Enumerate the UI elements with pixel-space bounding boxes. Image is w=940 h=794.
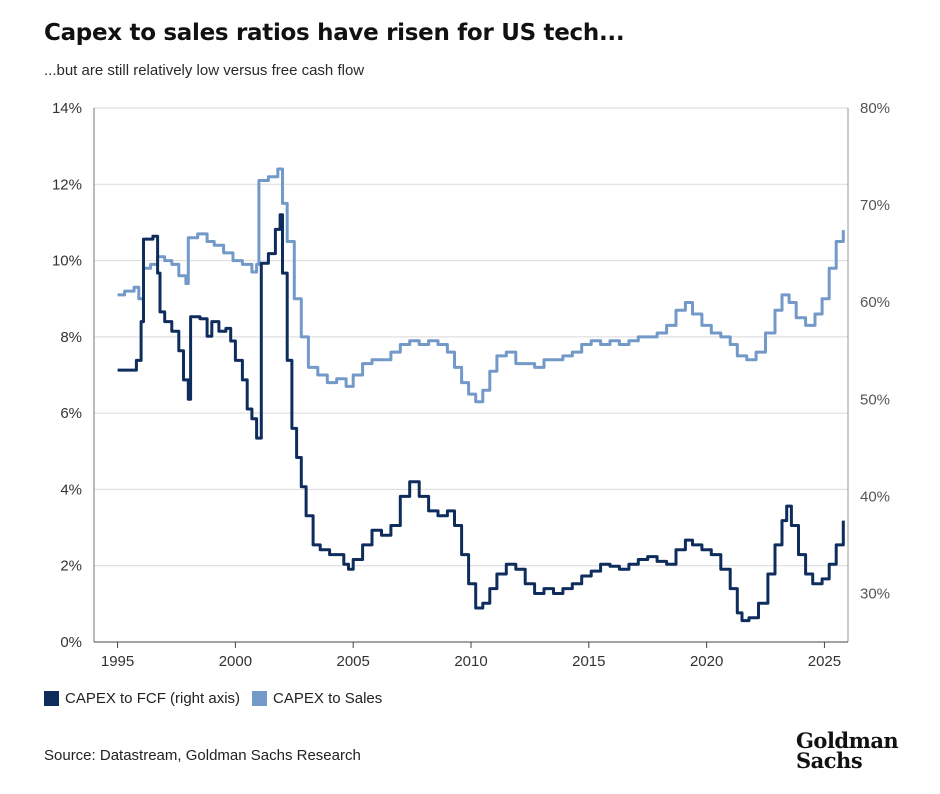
x-tick-label: 2005 <box>337 653 370 670</box>
series-lines <box>117 167 845 623</box>
y-left-tick-label: 6% <box>60 405 82 422</box>
x-tick-label: 2000 <box>219 653 252 670</box>
y-right-tick-label: 80% <box>860 100 890 117</box>
chart-subtitle: ...but are still relatively low versus f… <box>44 62 365 79</box>
source-note: Source: Datastream, Goldman Sachs Resear… <box>44 747 361 764</box>
axes <box>93 108 849 648</box>
x-tick-label: 2025 <box>808 653 841 670</box>
y-left-tick-label: 8% <box>60 329 82 346</box>
y-right-tick-label: 40% <box>860 488 890 505</box>
legend: CAPEX to FCF (right axis) CAPEX to Sales <box>44 690 394 707</box>
series-line-capex-fcf <box>117 213 845 623</box>
legend-label-capex-sales: CAPEX to Sales <box>273 690 383 707</box>
y-left-tick-label: 10% <box>52 253 82 270</box>
y-left-tick-label: 14% <box>52 100 82 117</box>
legend-swatch-capex-fcf <box>44 691 59 706</box>
legend-label-capex-fcf: CAPEX to FCF (right axis) <box>65 690 241 707</box>
x-tick-label: 1995 <box>101 653 134 670</box>
y-axis-right-labels: 30% 40% 50% 60% 70% 80% <box>860 100 890 602</box>
logo-line-2: Sachs <box>796 748 863 773</box>
y-right-tick-label: 70% <box>860 197 890 214</box>
y-left-tick-label: 2% <box>60 558 82 575</box>
y-right-tick-label: 30% <box>860 585 890 602</box>
y-left-tick-label: 12% <box>52 176 82 193</box>
chart-title: Capex to sales ratios have risen for US … <box>44 20 625 46</box>
y-right-tick-label: 50% <box>860 391 890 408</box>
x-axis-labels: 1995 2000 2005 2010 2015 2020 2025 <box>101 653 841 670</box>
y-axis-left-labels: 0% 2% 4% 6% 8% 10% 12% 14% <box>52 100 82 651</box>
y-left-tick-label: 0% <box>60 634 82 651</box>
y-left-tick-label: 4% <box>60 481 82 498</box>
logo-line-1: Goldman <box>796 728 899 753</box>
x-tick-label: 2015 <box>572 653 605 670</box>
y-right-tick-label: 60% <box>860 294 890 311</box>
legend-item-capex-sales: CAPEX to Sales <box>252 690 382 707</box>
x-tick-label: 2010 <box>454 653 487 670</box>
goldman-sachs-logo: Goldman Sachs <box>796 728 899 773</box>
legend-item-capex-fcf: CAPEX to FCF (right axis) <box>44 690 240 707</box>
x-tick-label: 2020 <box>690 653 723 670</box>
series-line-capex-sales <box>117 167 845 404</box>
legend-swatch-capex-sales <box>252 691 268 706</box>
